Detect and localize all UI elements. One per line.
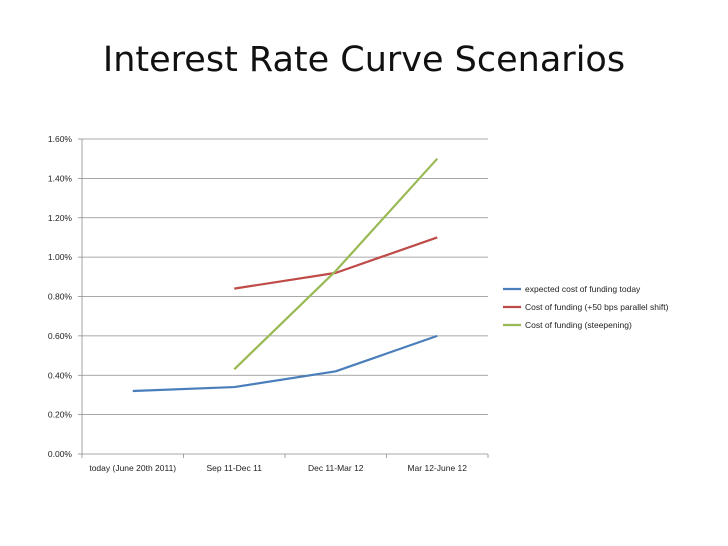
- x-tick-label: Dec 11-Mar 12: [308, 463, 364, 473]
- y-tick-label: 1.20%: [48, 213, 73, 223]
- series-lines: [132, 157, 439, 393]
- slide-title: Interest Rate Curve Scenarios: [102, 40, 626, 80]
- y-tick-label: 0.20%: [48, 410, 73, 420]
- legend: expected cost of funding today Cost of fu…: [503, 284, 669, 330]
- x-tick-label: today (June 20th 2011): [89, 463, 176, 473]
- series-line-2: [234, 236, 438, 290]
- legend-label: Cost of funding (+50 bps parallel shift): [525, 302, 669, 312]
- y-tick-label: 0.60%: [48, 331, 73, 341]
- series-line-1: [132, 334, 438, 393]
- axes: [78, 138, 489, 458]
- series-line-3: [233, 157, 439, 371]
- y-tick-label: 1.60%: [48, 134, 73, 144]
- y-tick-label: 1.00%: [48, 252, 73, 262]
- x-tick-label: Sep 11-Dec 11: [207, 463, 263, 473]
- legend-label: expected cost of funding today: [525, 284, 641, 294]
- y-tick-labels: 0.00% 0.20% 0.40% 0.60% 0.80% 1.00% 1.20% 1.40%…: [48, 134, 73, 459]
- y-tick-label: 0.00%: [48, 449, 73, 459]
- y-tick-label: 1.40%: [48, 173, 73, 183]
- x-tick-label: Mar 12-June 12: [407, 463, 467, 473]
- x-tick-labels: today (June 20th 2011) Sep 11-Dec 11 Dec 1…: [89, 463, 467, 473]
- legend-label: Cost of funding (steepening): [525, 320, 632, 330]
- y-tick-label: 0.80%: [48, 292, 73, 302]
- y-tick-label: 0.40%: [48, 370, 73, 380]
- grid-lines: [82, 138, 488, 416]
